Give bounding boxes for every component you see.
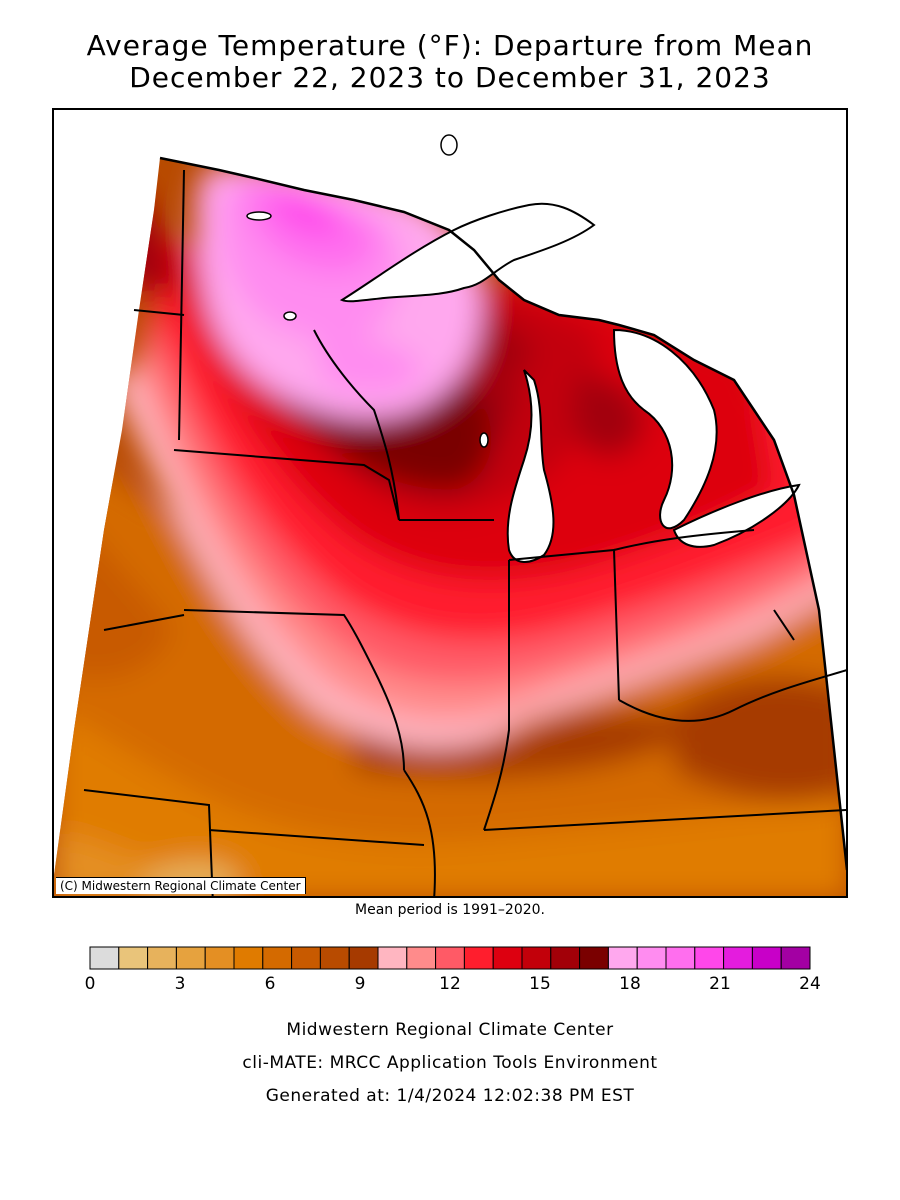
color-scale-tick-label: 15 bbox=[529, 974, 551, 994]
title-line-2: December 22, 2023 to December 31, 2023 bbox=[129, 61, 771, 94]
lake-superior bbox=[339, 202, 596, 303]
color-scale-swatch bbox=[175, 946, 206, 970]
color-scale-tick-label: 6 bbox=[264, 974, 276, 994]
mississippi-river-south bbox=[403, 769, 436, 896]
color-scale-swatch bbox=[780, 946, 811, 970]
ohio-river bbox=[618, 669, 846, 722]
minnesota-wisconsin-border bbox=[313, 329, 400, 521]
islands bbox=[246, 134, 489, 448]
map-canvas bbox=[54, 134, 846, 896]
lake-huron bbox=[612, 328, 718, 530]
footer-generated-at: Generated at: 1/4/2024 12:02:38 PM EST bbox=[265, 1086, 635, 1106]
color-scale-swatch bbox=[665, 946, 696, 970]
color-scale-swatch bbox=[550, 946, 581, 970]
title-line-1: Average Temperature (°F): Departure from… bbox=[86, 29, 814, 62]
color-scale-swatch bbox=[435, 946, 465, 970]
color-scale-legend bbox=[89, 946, 811, 970]
color-scale-swatch bbox=[492, 946, 523, 970]
color-scale-swatch bbox=[89, 946, 120, 970]
color-scale-swatch bbox=[377, 946, 408, 970]
color-scale-tick-label: 9 bbox=[354, 974, 366, 994]
color-scale-swatch bbox=[319, 946, 350, 970]
great-lakes bbox=[339, 202, 801, 563]
map-credit: (C) Midwestern Regional Climate Center bbox=[56, 877, 306, 894]
color-scale-swatch bbox=[118, 946, 149, 970]
color-scale-swatch bbox=[233, 946, 264, 970]
color-scale-tick-label: 18 bbox=[619, 974, 641, 994]
minnesota-dakota-border bbox=[178, 169, 185, 441]
color-scale-tick-labels: 0 3 6 9 12 15 18 21 24 bbox=[0, 974, 900, 996]
map-title: Average Temperature (°F): Departure from… bbox=[0, 30, 900, 94]
color-scale-swatch bbox=[751, 946, 782, 970]
color-scale-swatch bbox=[723, 946, 753, 970]
northern-boundary bbox=[159, 156, 846, 871]
mean-period-note: Mean period is 1991–2020. bbox=[355, 902, 545, 918]
color-scale-swatch bbox=[262, 946, 293, 970]
color-scale-swatch bbox=[579, 946, 609, 970]
lake-erie bbox=[672, 483, 801, 548]
color-scale-tick-label: 3 bbox=[174, 974, 186, 994]
iowa-borders bbox=[183, 609, 405, 771]
color-scale-swatch bbox=[694, 946, 725, 970]
illinois-indiana-border bbox=[483, 560, 510, 831]
lake-michigan bbox=[506, 369, 555, 563]
color-scale-tick-label: 0 bbox=[84, 974, 96, 994]
minnesota-iowa-border bbox=[173, 449, 400, 521]
color-scale-swatch bbox=[291, 946, 321, 970]
color-scale-tick-label: 21 bbox=[709, 974, 731, 994]
missouri-arkansas-border bbox=[208, 829, 425, 846]
color-scale-swatch bbox=[521, 946, 552, 970]
color-scale-swatch bbox=[607, 946, 638, 970]
color-scale-swatch bbox=[348, 946, 379, 970]
shaded-anomaly-field bbox=[54, 158, 846, 896]
color-scale-swatch bbox=[204, 946, 235, 970]
color-scale-swatch bbox=[406, 946, 437, 970]
color-scale-tick-label: 12 bbox=[439, 974, 461, 994]
footer-organization: Midwestern Regional Climate Center bbox=[286, 1020, 614, 1040]
state-boundaries bbox=[83, 169, 846, 896]
temperature-departure-map: (C) Midwestern Regional Climate Center bbox=[52, 108, 848, 898]
color-scale-swatch bbox=[147, 946, 177, 970]
kentucky-tennessee-border bbox=[483, 809, 846, 831]
footer-tool-name: cli-MATE: MRCC Application Tools Environ… bbox=[242, 1053, 658, 1073]
color-scale-swatch bbox=[463, 946, 494, 970]
color-scale-bar bbox=[89, 946, 811, 970]
color-scale-swatch bbox=[636, 946, 667, 970]
color-scale-tick-label: 24 bbox=[799, 974, 821, 994]
